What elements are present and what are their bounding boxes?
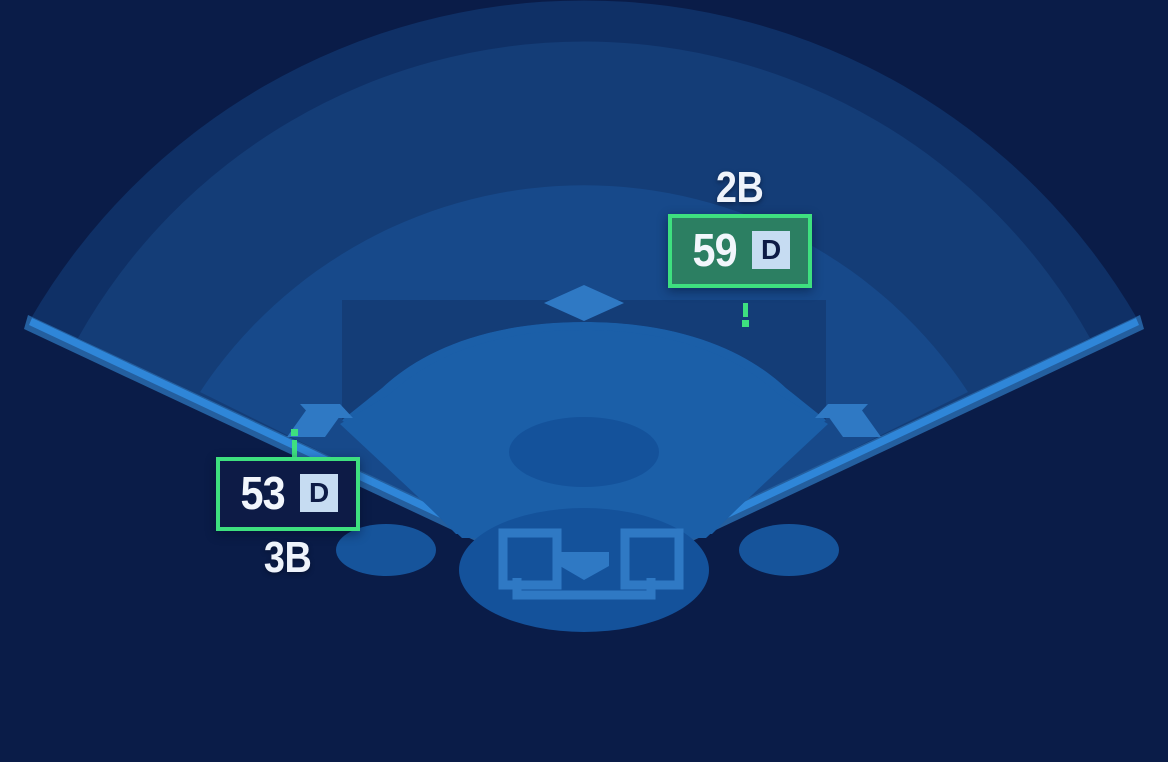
defense-badge-3b: D: [300, 474, 339, 512]
player-number-2b: 59: [692, 224, 737, 276]
player-number-3b: 53: [240, 467, 285, 519]
leader-line-2b: [743, 303, 748, 317]
pitchers-mound: [509, 417, 659, 487]
left-batters-box: [498, 528, 562, 590]
defense-badge-2b: D: [752, 231, 791, 269]
leader-dot-3b: [291, 429, 298, 436]
second-base: [544, 285, 624, 321]
infield-grass-cutout: [342, 300, 826, 420]
leader-line-3b: [292, 440, 297, 457]
left-on-deck-circle: [336, 524, 436, 576]
callout-2b[interactable]: 2B 59 D: [668, 163, 813, 288]
first-base-top: [815, 404, 868, 418]
leader-dot-2b: [742, 320, 749, 327]
position-label-3b: 3B: [264, 533, 312, 582]
callout-3b[interactable]: 53 D 3B: [216, 457, 361, 582]
third-base-top: [300, 404, 353, 418]
catchers-box: [512, 578, 656, 600]
player-card-2b[interactable]: 59 D: [668, 214, 813, 288]
player-card-3b[interactable]: 53 D: [216, 457, 361, 531]
right-on-deck-circle: [739, 524, 839, 576]
home-plate: [560, 552, 609, 580]
position-label-2b: 2B: [716, 163, 764, 212]
